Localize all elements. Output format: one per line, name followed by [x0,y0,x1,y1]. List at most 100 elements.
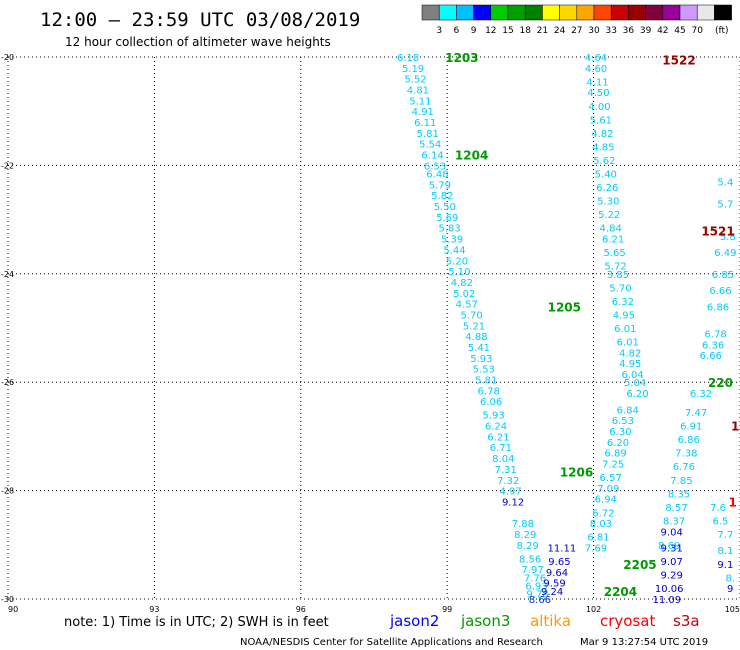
swh-point-label: 9.04 [661,527,683,538]
swh-point-label: 9.78 [526,590,548,601]
swh-point-label: 5.62 [593,156,615,167]
swh-point-label: 5.10 [448,267,470,278]
swh-point-label: 6.86 [678,435,700,446]
swh-point-label: 8.57 [665,503,687,514]
pass-time-label: 2204 [604,585,637,599]
swh-point-label: 5.22 [598,210,620,221]
swh-point-label: 7.31 [495,465,517,476]
colorbar-tick-label: 39 [640,26,652,36]
swh-point-label: 5.8 [720,232,736,243]
pass-time-label: 2205 [623,558,656,572]
swh-point-label: 4.81 [407,86,429,97]
swh-point-label: 6.11 [414,118,436,129]
swh-point-label: 4.95 [613,310,635,321]
swh-point-label: 5.30 [597,197,619,208]
pass-time-label: 1521 [701,224,734,238]
swh-point-label: 6.49 [714,248,736,259]
y-tick-label: -30 [1,595,14,604]
swh-point-label: 6.72 [592,508,614,519]
swh-point-label: 5.65 [603,248,625,259]
colorbar-tick-label: 45 [674,26,685,36]
mission-legend-item: s3a [673,612,700,630]
x-tick-label: 99 [442,605,452,614]
colorbar-swatch [662,4,681,21]
y-tick-label: -22 [1,161,14,170]
colorbar-swatch [696,4,715,21]
colorbar-swatch [473,4,492,21]
swh-point-label: 6.84 [617,405,639,416]
swh-point-label: 5.53 [473,365,495,376]
swh-point-label: 6.20 [626,389,648,400]
footer-note: note: 1) Time is in UTC; 2) SWH is in fe… [64,615,329,630]
swh-point-label: 5.93 [470,354,492,365]
swh-point-label: 5.81 [475,375,497,386]
swh-point-label: 6.18 [397,53,419,64]
colorbar-tick-label: 12 [485,26,496,36]
swh-point-label: 6.53 [424,161,446,172]
swh-point-label: 4.50 [587,88,609,99]
page-subtitle: 12 hour collection of altimeter wave hei… [65,35,331,49]
swh-point-label: 5.21 [463,321,485,332]
colorbar-tick-label: 9 [471,26,477,36]
colorbar-tick-label: 21 [537,26,548,36]
swh-point-label: 5.61 [590,115,612,126]
swh-point-label: 8.56 [519,554,541,565]
swh-point-label: 8.66 [529,595,551,606]
swh-point-label: 9.64 [546,568,568,579]
colorbar-swatch [507,4,526,21]
swh-point-label: 6.20 [607,438,629,449]
swh-point-label: 6.04 [622,370,644,381]
swh-point-label: 6.01 [617,338,639,349]
swh-point-label: 6.93 [525,581,547,592]
pass-time-label: 1206 [560,466,593,480]
colorbar-swatch [645,4,664,21]
pass-time-label: 1 [729,495,737,509]
x-tick-label: 102 [586,605,601,614]
swh-point-label: 8.37 [663,516,685,527]
swh-point-label: 7.88 [512,519,534,530]
swh-point-label: 9.1 [717,560,733,571]
pass-time-label: 220 [708,376,733,390]
colorbar-tick-label: 30 [588,26,600,36]
swh-point-label: 6.57 [600,473,622,484]
swh-point-label: 6.01 [614,324,636,335]
mission-legend-item: cryosat [600,612,655,630]
swh-point-label: 5.83 [439,224,461,235]
colorbar-tick-label: 36 [623,26,635,36]
colorbar-swatch [610,4,629,21]
pass-time-label: 1 [731,420,739,434]
swh-point-label: 7.97 [521,565,543,576]
swh-point-label: 6.24 [485,422,507,433]
swh-point-label: 9.12 [502,497,524,508]
colorbar-swatch [524,4,543,21]
colorbar-swatch [628,4,646,21]
colorbar-legend: 3 6 9 12 15 18 21 24 27 30 33 36 39 42 45 70 [421,4,732,36]
swh-point-label: 5.41 [468,343,490,354]
swh-point-label: 5.81 [417,129,439,140]
swh-point-label: 4.88 [465,332,487,343]
mission-legend-item: jason3 [460,612,510,630]
swh-point-label: 5.82 [431,191,453,202]
swh-point-label: 5.02 [453,289,475,300]
swh-point-label: 7.69 [585,544,607,555]
colorbar-swatch [438,4,457,21]
swh-point-label: 5.11 [409,96,431,107]
swh-point-label: 6.36 [702,340,724,351]
swh-point-label: 8.29 [514,530,536,541]
colorbar-swatch [456,4,474,21]
pass-time-label: 1205 [548,300,581,314]
swh-point-label: 5.19 [402,64,424,75]
swh-point-label: 6.89 [604,449,626,460]
swh-point-label: 8.69 [658,541,680,552]
colorbar-tick-label: 6 [454,26,460,36]
swh-point-label: 6.66 [709,286,731,297]
colorbar-swatch [714,4,732,21]
colorbar-tick-label: 42 [657,26,668,36]
swh-point-label: 6.71 [490,443,512,454]
swh-point-label: 6.85 [712,270,734,281]
swh-point-label: 5.44 [443,245,465,256]
swh-point-label: 4.85 [592,142,614,153]
colorbar-swatch [490,4,509,21]
swh-point-label: 5.50 [434,202,456,213]
